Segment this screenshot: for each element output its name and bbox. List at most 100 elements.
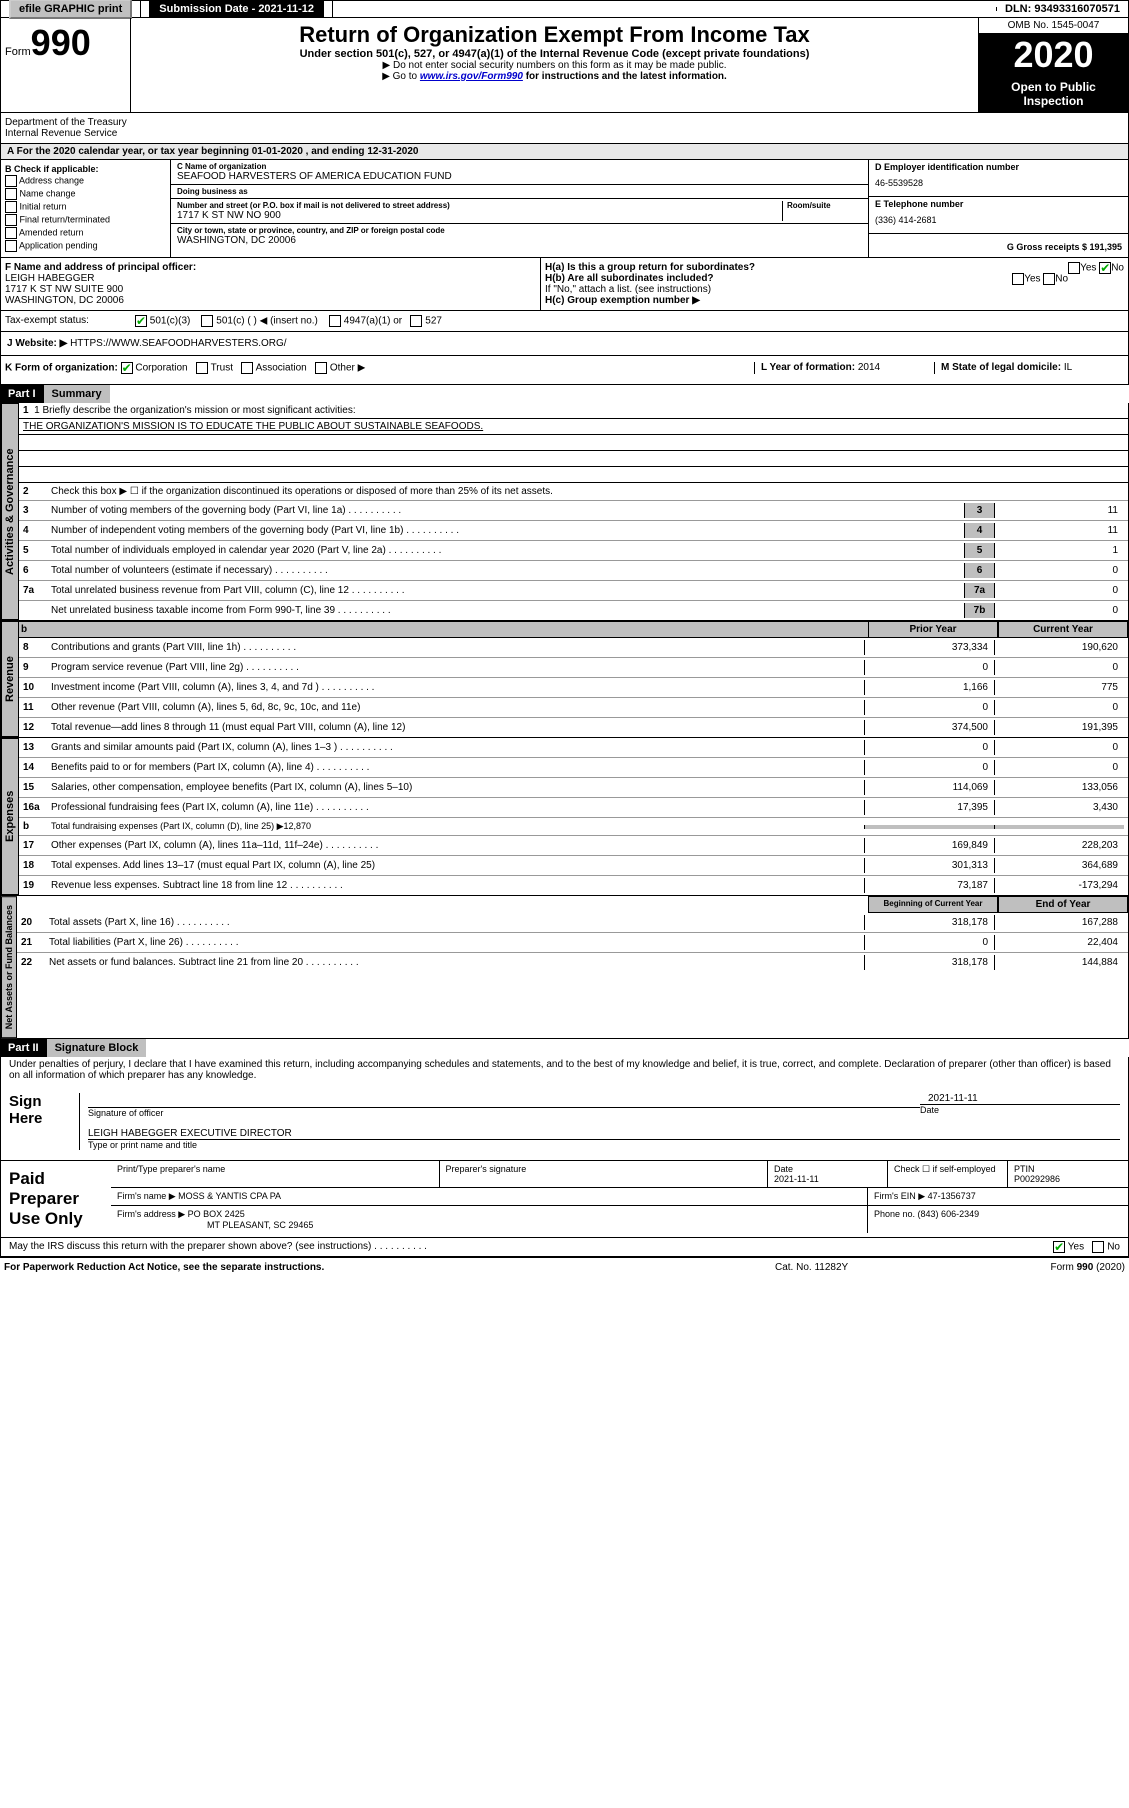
ein-field: D Employer identification number 46-5539… xyxy=(869,160,1128,197)
part2-title: Signature Block xyxy=(47,1039,147,1057)
footer: For Paperwork Reduction Act Notice, see … xyxy=(0,1257,1129,1277)
line22: 22Net assets or fund balances. Subtract … xyxy=(17,953,1128,972)
self-employed-chk[interactable]: Check ☐ if self-employed xyxy=(888,1161,1008,1187)
blank1 xyxy=(19,435,1128,451)
gross-receipts: G Gross receipts $ 191,395 xyxy=(869,234,1128,254)
efile-graphic-btn[interactable]: efile GRAPHIC print xyxy=(9,0,132,19)
line18: 18Total expenses. Add lines 13–17 (must … xyxy=(19,856,1128,876)
g-label: G Gross receipts $ 191,395 xyxy=(1007,242,1122,252)
chk-other[interactable] xyxy=(315,362,327,374)
room-label: Room/suite xyxy=(787,201,862,210)
hb-yes[interactable]: Yes xyxy=(1024,274,1040,285)
end-year-hdr: End of Year xyxy=(998,896,1128,913)
hb-no[interactable]: No xyxy=(1055,274,1068,285)
chk-corp[interactable] xyxy=(121,362,133,374)
line13: 13Grants and similar amounts paid (Part … xyxy=(19,738,1128,758)
street-address: 1717 K ST NW NO 900 xyxy=(177,210,782,221)
sig-date-label: Date xyxy=(920,1104,1120,1115)
revenue-hdr: b Prior Year Current Year xyxy=(19,621,1128,638)
blank3 xyxy=(19,467,1128,483)
ein-value: 46-5539528 xyxy=(875,172,1122,194)
paid-row1: Print/Type preparer's name Preparer's si… xyxy=(111,1161,1128,1188)
officer-addr2: WASHINGTON, DC 20006 xyxy=(5,295,536,306)
sub3-pre: ▶ Go to xyxy=(382,71,420,82)
paid-row2: Firm's name ▶ MOSS & YANTIS CPA PA Firm'… xyxy=(111,1188,1128,1206)
chk-final[interactable]: Final return/terminated xyxy=(5,214,166,226)
paperwork-notice: For Paperwork Reduction Act Notice, see … xyxy=(4,1262,775,1273)
chk-4947[interactable] xyxy=(329,315,341,327)
subtitle-3: ▶ Go to www.irs.gov/Form990 for instruct… xyxy=(135,71,974,82)
vert-netassets: Net Assets or Fund Balances xyxy=(1,896,17,1038)
period-row: A For the 2020 calendar year, or tax yea… xyxy=(0,144,1129,160)
sig-name-label: Type or print name and title xyxy=(88,1139,1120,1150)
paid-label: Paid Preparer Use Only xyxy=(1,1161,111,1237)
line7b: Net unrelated business taxable income fr… xyxy=(19,601,1128,620)
j-label: J Website: ▶ xyxy=(7,338,70,349)
print-name-cell: Print/Type preparer's name xyxy=(111,1161,440,1187)
chk-trust[interactable] xyxy=(196,362,208,374)
irs-no[interactable] xyxy=(1092,1241,1104,1253)
k-row: K Form of organization: Corporation Trus… xyxy=(0,356,1129,385)
ha-no[interactable]: No xyxy=(1111,263,1124,274)
chk-application[interactable]: Application pending xyxy=(5,240,166,252)
line20: 20Total assets (Part X, line 16)318,1781… xyxy=(17,913,1128,933)
chk-amended[interactable]: Amended return xyxy=(5,227,166,239)
line6: 6Total number of volunteers (estimate if… xyxy=(19,561,1128,581)
org-info: C Name of organization SEAFOOD HARVESTER… xyxy=(171,160,868,257)
declaration-text: Under penalties of perjury, I declare th… xyxy=(0,1057,1129,1083)
chk-501c[interactable] xyxy=(201,315,213,327)
phone-field: E Telephone number (336) 414-2681 xyxy=(869,197,1128,234)
org-name: SEAFOOD HARVESTERS OF AMERICA EDUCATION … xyxy=(177,171,862,182)
subtitle-2: ▶ Do not enter social security numbers o… xyxy=(135,60,974,71)
chk-address[interactable]: Address change xyxy=(5,175,166,187)
form-number: 990 xyxy=(31,22,91,63)
firm-addr-cell: Firm's address ▶ PO BOX 2425 MT PLEASANT… xyxy=(111,1206,868,1233)
part1-badge: Part I xyxy=(0,385,44,403)
chk-assoc[interactable] xyxy=(241,362,253,374)
part2-header: Part II Signature Block xyxy=(0,1039,1129,1057)
officer-name: LEIGH HABEGGER xyxy=(5,273,536,284)
sub3-post: for instructions and the latest informat… xyxy=(526,71,727,82)
chk-initial[interactable]: Initial return xyxy=(5,201,166,213)
principal-officer: F Name and address of principal officer:… xyxy=(1,258,541,310)
phone-value: (336) 414-2681 xyxy=(875,209,1122,231)
hb-row: H(b) Are all subordinates included? Yes … xyxy=(545,273,1124,284)
line5: 5Total number of individuals employed in… xyxy=(19,541,1128,561)
line7a: 7aTotal unrelated business revenue from … xyxy=(19,581,1128,601)
netassets-body: Beginning of Current Year End of Year 20… xyxy=(17,896,1128,1038)
chk-name[interactable]: Name change xyxy=(5,188,166,200)
current-year-hdr: Current Year xyxy=(998,621,1128,638)
page-title: Return of Organization Exempt From Incom… xyxy=(135,22,974,48)
netassets-hdr: Beginning of Current Year End of Year xyxy=(17,896,1128,913)
part2-badge: Part II xyxy=(0,1039,47,1057)
address-field: Number and street (or P.O. box if mail i… xyxy=(171,199,868,224)
website-url[interactable]: HTTPS://WWW.SEAFOODHARVESTERS.ORG/ xyxy=(70,338,287,349)
irs-discuss-row: May the IRS discuss this return with the… xyxy=(0,1238,1129,1257)
part1-title: Summary xyxy=(44,385,110,403)
chk-527[interactable] xyxy=(410,315,422,327)
officer-addr1: 1717 K ST NW SUITE 900 xyxy=(5,284,536,295)
top-bar: efile GRAPHIC print Submission Date - 20… xyxy=(0,0,1129,18)
org-name-field: C Name of organization SEAFOOD HARVESTER… xyxy=(171,160,868,185)
hc-label: H(c) Group exemption number ▶ xyxy=(545,295,1124,306)
line16b: bTotal fundraising expenses (Part IX, co… xyxy=(19,818,1128,836)
city-field: City or town, state or province, country… xyxy=(171,224,868,248)
firm-phone-cell: Phone no. (843) 606-2349 xyxy=(868,1206,1128,1233)
paid-row3: Firm's address ▶ PO BOX 2425 MT PLEASANT… xyxy=(111,1206,1128,1233)
revenue-section: Revenue b Prior Year Current Year 8Contr… xyxy=(0,621,1129,738)
tax-exempt-row: Tax-exempt status: 501(c)(3) 501(c) ( ) … xyxy=(0,311,1129,332)
ha-yes[interactable]: Yes xyxy=(1080,263,1096,274)
chk-501c3[interactable] xyxy=(135,315,147,327)
group-return: H(a) Is this a group return for subordin… xyxy=(541,258,1128,310)
prior-year-hdr: Prior Year xyxy=(868,621,998,638)
irs-yes[interactable] xyxy=(1053,1241,1065,1253)
city-state-zip: WASHINGTON, DC 20006 xyxy=(177,235,862,246)
irs-link[interactable]: www.irs.gov/Form990 xyxy=(420,71,523,82)
sig-name: LEIGH HABEGGER EXECUTIVE DIRECTOR xyxy=(88,1128,1120,1139)
line21: 21Total liabilities (Part X, line 26)022… xyxy=(17,933,1128,953)
hb-note: If "No," attach a list. (see instruction… xyxy=(545,284,1124,295)
omb-number: OMB No. 1545-0047 xyxy=(979,18,1128,34)
sig-officer-line[interactable]: Signature of officer xyxy=(88,1107,920,1118)
mission-text: THE ORGANIZATION'S MISSION IS TO EDUCATE… xyxy=(19,419,1128,435)
tax-label: Tax-exempt status: xyxy=(5,315,135,327)
